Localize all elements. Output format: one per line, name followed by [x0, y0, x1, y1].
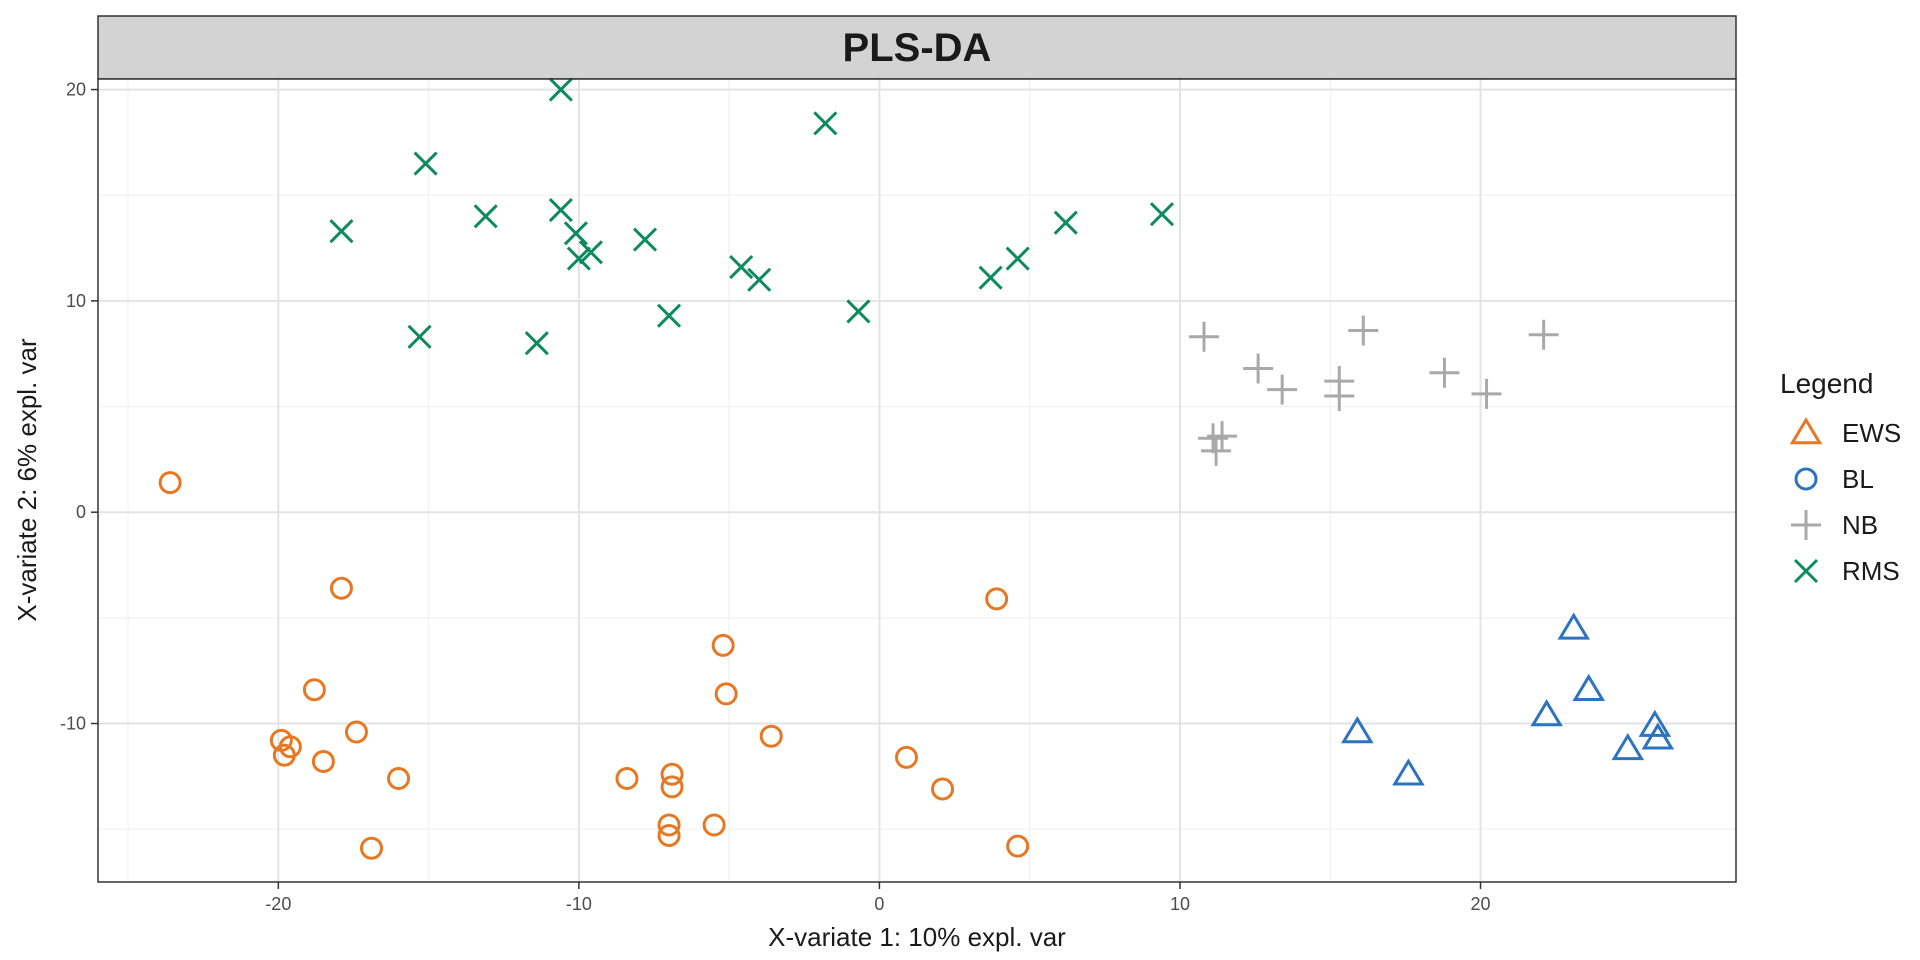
data-point-plus — [1429, 357, 1460, 388]
data-point-x — [1053, 210, 1078, 235]
y-tick-label: 10 — [66, 291, 86, 311]
data-point-circle — [702, 813, 726, 837]
data-point-x — [813, 111, 838, 136]
data-point-circle — [657, 824, 681, 848]
data-point-circle — [657, 813, 681, 837]
data-point-triangle — [1611, 732, 1645, 761]
legend-label-ews: EWS — [1842, 418, 1901, 448]
data-point-circle — [660, 775, 684, 799]
x-tick-label: 10 — [1170, 894, 1190, 914]
plot-panel — [98, 79, 1736, 882]
data-points — [158, 77, 1675, 860]
data-point-circle — [272, 743, 296, 767]
data-point-x — [548, 77, 573, 102]
legend: EWS BL NB RMS — [1789, 417, 1901, 586]
legend-key-nb — [1791, 510, 1821, 540]
data-point-x — [413, 151, 438, 176]
y-tick-label: 0 — [76, 502, 86, 522]
data-point-plus — [1189, 321, 1220, 352]
data-point-plus — [1528, 319, 1559, 350]
data-point-circle — [158, 471, 182, 495]
data-point-plus — [1471, 378, 1502, 409]
x-tick-label: -10 — [566, 894, 592, 914]
data-point-plus — [1201, 435, 1232, 466]
x-axis-ticks: -20 -10 0 10 20 — [265, 882, 1491, 914]
grid-lines — [98, 79, 1736, 882]
x-tick-label: -20 — [265, 894, 291, 914]
legend-title: Legend — [1780, 368, 1873, 399]
legend-label-nb: NB — [1842, 510, 1878, 540]
data-point-triangle — [1341, 716, 1374, 744]
data-point-x — [524, 331, 549, 356]
data-point-circle — [1006, 834, 1030, 858]
data-point-circle — [714, 682, 738, 706]
x-axis-title: X-variate 1: 10% expl. var — [768, 922, 1066, 952]
data-point-plus — [1267, 374, 1298, 405]
data-point-x — [656, 303, 682, 328]
data-point-circle — [931, 777, 955, 801]
data-point-triangle — [1392, 758, 1425, 786]
data-point-x — [729, 255, 754, 280]
data-point-circle — [711, 633, 735, 657]
data-point-triangle — [1557, 612, 1591, 640]
y-tick-label: 20 — [66, 80, 86, 100]
data-point-x — [566, 246, 591, 271]
data-point-x — [1149, 202, 1175, 227]
data-point-x — [548, 197, 573, 223]
legend-key-ews — [1789, 417, 1823, 445]
x-tick-label: 20 — [1471, 894, 1491, 914]
data-point-x — [473, 204, 498, 229]
data-point-circle — [759, 724, 783, 748]
legend-label-rms: RMS — [1842, 556, 1900, 586]
x-tick-label: 0 — [874, 894, 884, 914]
legend-key-rms — [1793, 558, 1819, 584]
data-point-plus — [1324, 380, 1355, 411]
chart-title: PLS-DA — [843, 26, 992, 70]
data-point-x — [632, 227, 658, 252]
data-point-circle — [615, 766, 639, 790]
legend-key-bl — [1794, 467, 1818, 491]
data-point-circle — [329, 576, 353, 600]
data-point-plus — [1243, 353, 1274, 384]
data-point-x — [407, 324, 432, 349]
data-point-x — [578, 240, 603, 265]
data-point-x — [846, 299, 871, 324]
y-axis-ticks: -10 0 10 20 — [60, 80, 98, 734]
data-point-circle — [360, 836, 384, 860]
data-point-triangle — [1638, 709, 1672, 737]
data-point-x — [978, 265, 1003, 290]
y-tick-label: -10 — [60, 714, 86, 734]
title-strip — [97, 15, 1737, 80]
data-point-triangle — [1641, 722, 1675, 750]
data-point-x — [1005, 246, 1030, 271]
data-point-x — [329, 219, 354, 244]
data-point-x — [563, 221, 588, 246]
data-point-circle — [660, 762, 684, 786]
data-point-circle — [311, 750, 335, 774]
data-point-plus — [1348, 315, 1379, 346]
data-point-circle — [894, 745, 918, 769]
data-point-x — [747, 267, 772, 292]
data-point-circle — [302, 678, 326, 702]
data-point-circle — [344, 720, 368, 744]
data-point-plus — [1207, 421, 1238, 452]
data-point-circle — [387, 766, 411, 790]
data-point-triangle — [1572, 673, 1606, 701]
data-point-triangle — [1530, 699, 1563, 727]
y-axis-title: X-variate 2: 6% expl. var — [12, 338, 42, 622]
data-point-circle — [985, 587, 1009, 611]
legend-label-bl: BL — [1842, 464, 1874, 494]
plot-panel-border — [97, 78, 1737, 883]
